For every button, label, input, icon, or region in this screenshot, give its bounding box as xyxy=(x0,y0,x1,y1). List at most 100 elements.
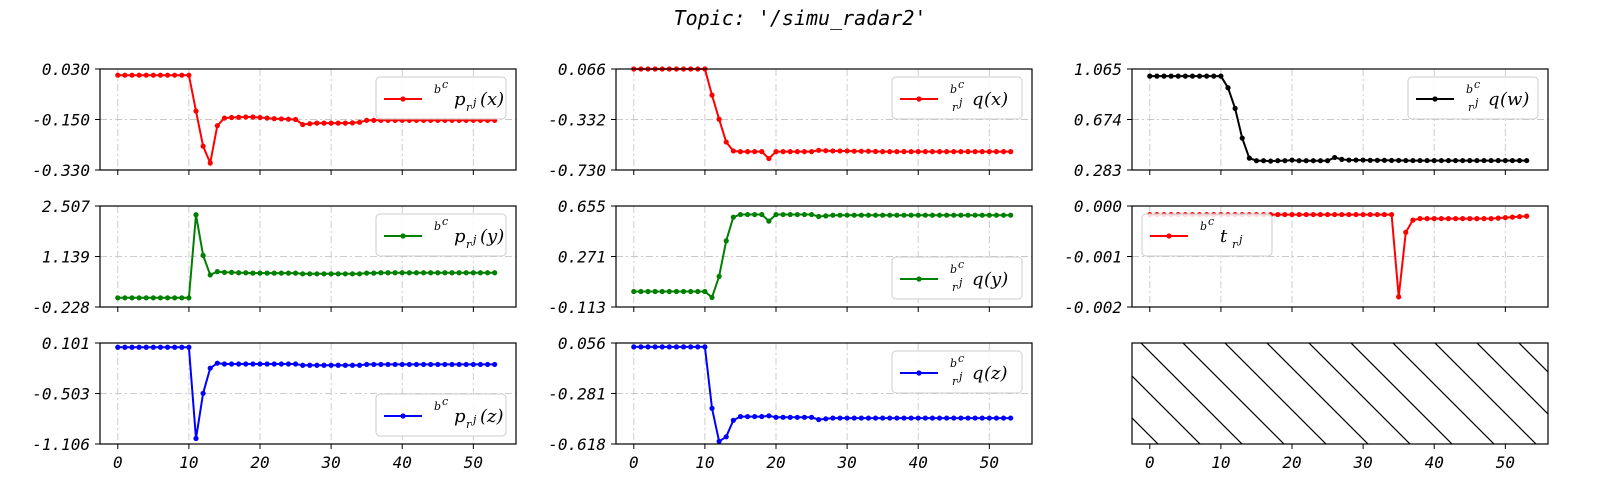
data-point xyxy=(1182,73,1188,79)
subplot-row1-col3: 1.065 0.674 0.283 b cr j q (w) xyxy=(1074,60,1549,180)
data-point xyxy=(157,295,164,301)
data-point xyxy=(143,344,149,350)
data-point xyxy=(243,361,249,367)
data-point xyxy=(300,121,306,128)
data-point xyxy=(1495,157,1501,164)
legend-handle-marker xyxy=(916,276,922,282)
data-point xyxy=(243,270,249,276)
y-tick-label: -1.106 xyxy=(32,435,90,454)
data-point xyxy=(951,212,957,218)
data-point xyxy=(264,361,270,367)
data-point xyxy=(236,114,242,120)
data-point xyxy=(122,295,128,301)
legend: b cp r j (y) xyxy=(375,213,507,257)
data-point xyxy=(1481,157,1487,164)
data-point xyxy=(484,270,491,276)
data-point xyxy=(186,72,192,78)
data-point xyxy=(695,344,701,350)
data-point xyxy=(328,271,334,277)
y-tick-label: -0.281 xyxy=(548,385,606,404)
data-point xyxy=(979,149,985,155)
hatched-area xyxy=(1132,343,1548,444)
legend-main: p xyxy=(454,89,466,110)
data-point xyxy=(1424,157,1430,164)
legend-box xyxy=(891,256,1023,300)
legend-handle-marker xyxy=(400,233,406,239)
data-point xyxy=(1225,85,1231,91)
subplot-row3-col3: 0 10 20 30 40 50 xyxy=(1131,342,1549,472)
x-tick-label: 30 xyxy=(836,453,856,472)
data-point xyxy=(214,123,220,129)
data-point xyxy=(164,295,171,301)
data-point xyxy=(356,271,363,277)
data-point xyxy=(673,344,680,350)
data-point xyxy=(1360,157,1366,163)
data-point xyxy=(442,270,448,276)
data-point xyxy=(236,361,242,367)
data-point xyxy=(666,344,672,350)
data-point xyxy=(449,361,455,368)
data-point xyxy=(816,147,822,153)
data-point xyxy=(115,72,121,78)
data-point xyxy=(851,212,857,218)
y-tick-label: -0.150 xyxy=(32,111,90,130)
data-point xyxy=(200,143,206,149)
data-point xyxy=(794,414,800,420)
data-point xyxy=(1289,211,1295,218)
data-point xyxy=(157,72,164,78)
data-point xyxy=(844,148,850,154)
data-point xyxy=(179,344,185,350)
data-point xyxy=(399,361,405,368)
data-point xyxy=(737,413,744,420)
data-point xyxy=(449,270,455,276)
data-point xyxy=(887,149,893,155)
data-point xyxy=(278,361,284,367)
data-point xyxy=(837,212,843,218)
data-point xyxy=(1339,156,1345,163)
data-point xyxy=(172,295,178,301)
x-tick-label: 50 xyxy=(980,453,999,472)
legend-sub: r xyxy=(466,101,472,114)
data-point xyxy=(157,344,164,350)
data-point xyxy=(929,212,936,218)
y-tick-label: 0.655 xyxy=(558,197,606,216)
data-point xyxy=(385,270,391,276)
data-point xyxy=(364,117,370,123)
data-point xyxy=(865,212,872,218)
y-tick-label: -0.002 xyxy=(1064,298,1122,317)
data-point xyxy=(463,270,469,276)
data-point xyxy=(1381,211,1388,218)
x-tick-label: 30 xyxy=(320,453,340,472)
data-point xyxy=(1516,157,1523,164)
data-point xyxy=(1467,157,1473,164)
x-tick-label: 0 xyxy=(113,453,123,472)
data-point xyxy=(1410,157,1416,164)
data-point xyxy=(392,270,398,276)
data-point xyxy=(1008,212,1014,218)
x-tick-label: 0 xyxy=(1145,453,1155,472)
data-point xyxy=(1310,158,1316,164)
data-point xyxy=(477,361,484,368)
y-tick-label: -0.730 xyxy=(548,161,606,180)
y-tick-label: 0.066 xyxy=(558,60,606,79)
legend-arg: (y) xyxy=(984,269,1008,290)
data-point xyxy=(709,405,715,411)
legend-supsup: c xyxy=(958,352,964,365)
data-point xyxy=(1253,158,1260,164)
legend-arg: (y) xyxy=(480,226,504,247)
data-point xyxy=(1388,157,1395,164)
data-point xyxy=(321,362,327,368)
legend-main: q xyxy=(972,363,984,384)
legend-box xyxy=(891,350,1023,394)
data-point xyxy=(979,415,985,421)
data-point xyxy=(1303,158,1309,164)
data-point xyxy=(872,212,879,218)
data-point xyxy=(335,271,341,277)
data-point xyxy=(1438,216,1444,222)
data-point xyxy=(986,415,992,421)
data-point xyxy=(435,270,441,276)
data-point xyxy=(816,213,822,220)
data-point xyxy=(958,149,964,155)
data-point xyxy=(1353,157,1359,163)
axes-frame xyxy=(99,68,517,171)
